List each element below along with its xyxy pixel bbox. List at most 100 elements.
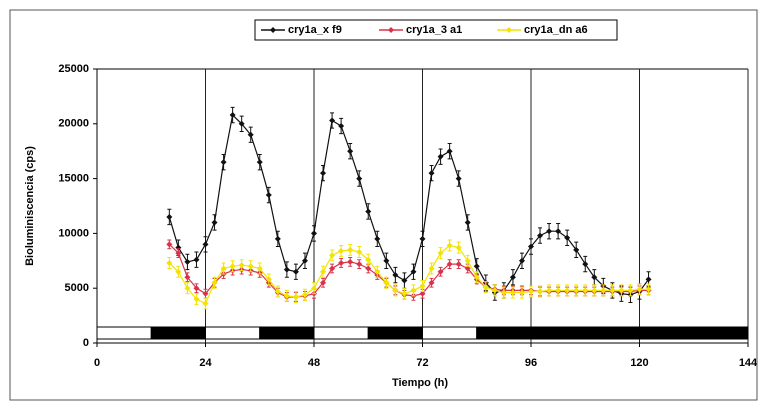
marker [365,256,372,263]
marker [274,235,281,242]
marker [301,291,308,298]
marker [428,279,435,286]
photoperiod-segment [96,326,152,340]
marker [329,117,336,124]
x-tick-label: 144 [739,357,758,369]
marker [338,247,345,254]
marker [292,293,299,300]
marker [329,265,336,272]
marker [374,235,381,242]
series [166,239,652,310]
y-tick-label: 10000 [58,227,89,239]
legend-box [254,19,618,41]
legend-marker [270,27,276,33]
marker [491,287,498,294]
marker [356,261,363,268]
legend-label: cry1a_x f9 [288,24,342,36]
marker [175,268,182,275]
marker [184,274,191,281]
marker [175,250,182,257]
marker [166,259,173,266]
x-tick-label: 48 [308,357,320,369]
marker [247,131,254,138]
marker [428,170,435,177]
marker [347,246,354,253]
marker [437,250,444,257]
marker [582,287,589,294]
marker [419,283,426,290]
marker [383,279,390,286]
marker [636,286,643,293]
y-axis-label: Bioluminiscencia (cps) [24,146,36,266]
y-tick-label: 0 [83,337,89,349]
marker [446,242,453,249]
marker [229,263,236,270]
marker [419,235,426,242]
x-axis-label: Tiempo (h) [392,377,448,389]
photoperiod-segment [476,326,749,340]
legend-label: cry1a_3 a1 [406,24,462,36]
marker [564,287,571,294]
marker [618,287,625,294]
y-tick-label: 5000 [65,282,89,294]
marker [238,262,245,269]
series-line [168,113,650,296]
marker [347,148,354,155]
marker [202,290,209,297]
marker [464,257,471,264]
marker [283,292,290,299]
photoperiod-segment [259,326,315,340]
marker [401,277,408,284]
x-tick-label: 120 [630,357,648,369]
legend-label: cry1a_dn a6 [524,24,588,36]
marker [220,159,227,166]
marker [528,288,534,295]
marker [274,288,281,295]
marker [320,279,327,286]
legend-marker [388,27,394,33]
marker [329,252,336,259]
marker [383,257,390,264]
y-tick-label: 15000 [58,173,89,185]
marker [555,228,562,235]
marker [410,268,417,275]
marker [419,290,426,297]
marker [211,279,218,286]
marker [609,287,616,294]
marker [546,228,553,235]
marker [238,120,245,127]
marker [455,175,462,182]
photoperiod-segment [422,326,478,340]
marker [537,232,544,239]
marker [509,289,516,296]
marker [247,263,254,270]
y-tick-label: 20000 [58,118,89,130]
marker [645,286,652,293]
marker [356,175,363,182]
marker [446,261,453,268]
marker [509,274,516,281]
marker [220,265,227,272]
photoperiod-segment [367,326,423,340]
marker [537,288,544,295]
marker [283,266,290,273]
marker [356,249,363,256]
marker [573,287,580,294]
marker [256,159,263,166]
photoperiod-segment [313,326,369,340]
marker [500,289,507,296]
marker [392,287,399,294]
marker [211,219,218,226]
marker [446,148,453,155]
marker [546,287,553,294]
marker [301,257,308,264]
marker [518,289,525,296]
marker [410,287,417,294]
marker [464,219,471,226]
x-tick-label: 0 [94,357,100,369]
marker [591,274,598,281]
marker [265,192,272,199]
marker [528,243,534,250]
x-tick-label: 72 [416,357,428,369]
